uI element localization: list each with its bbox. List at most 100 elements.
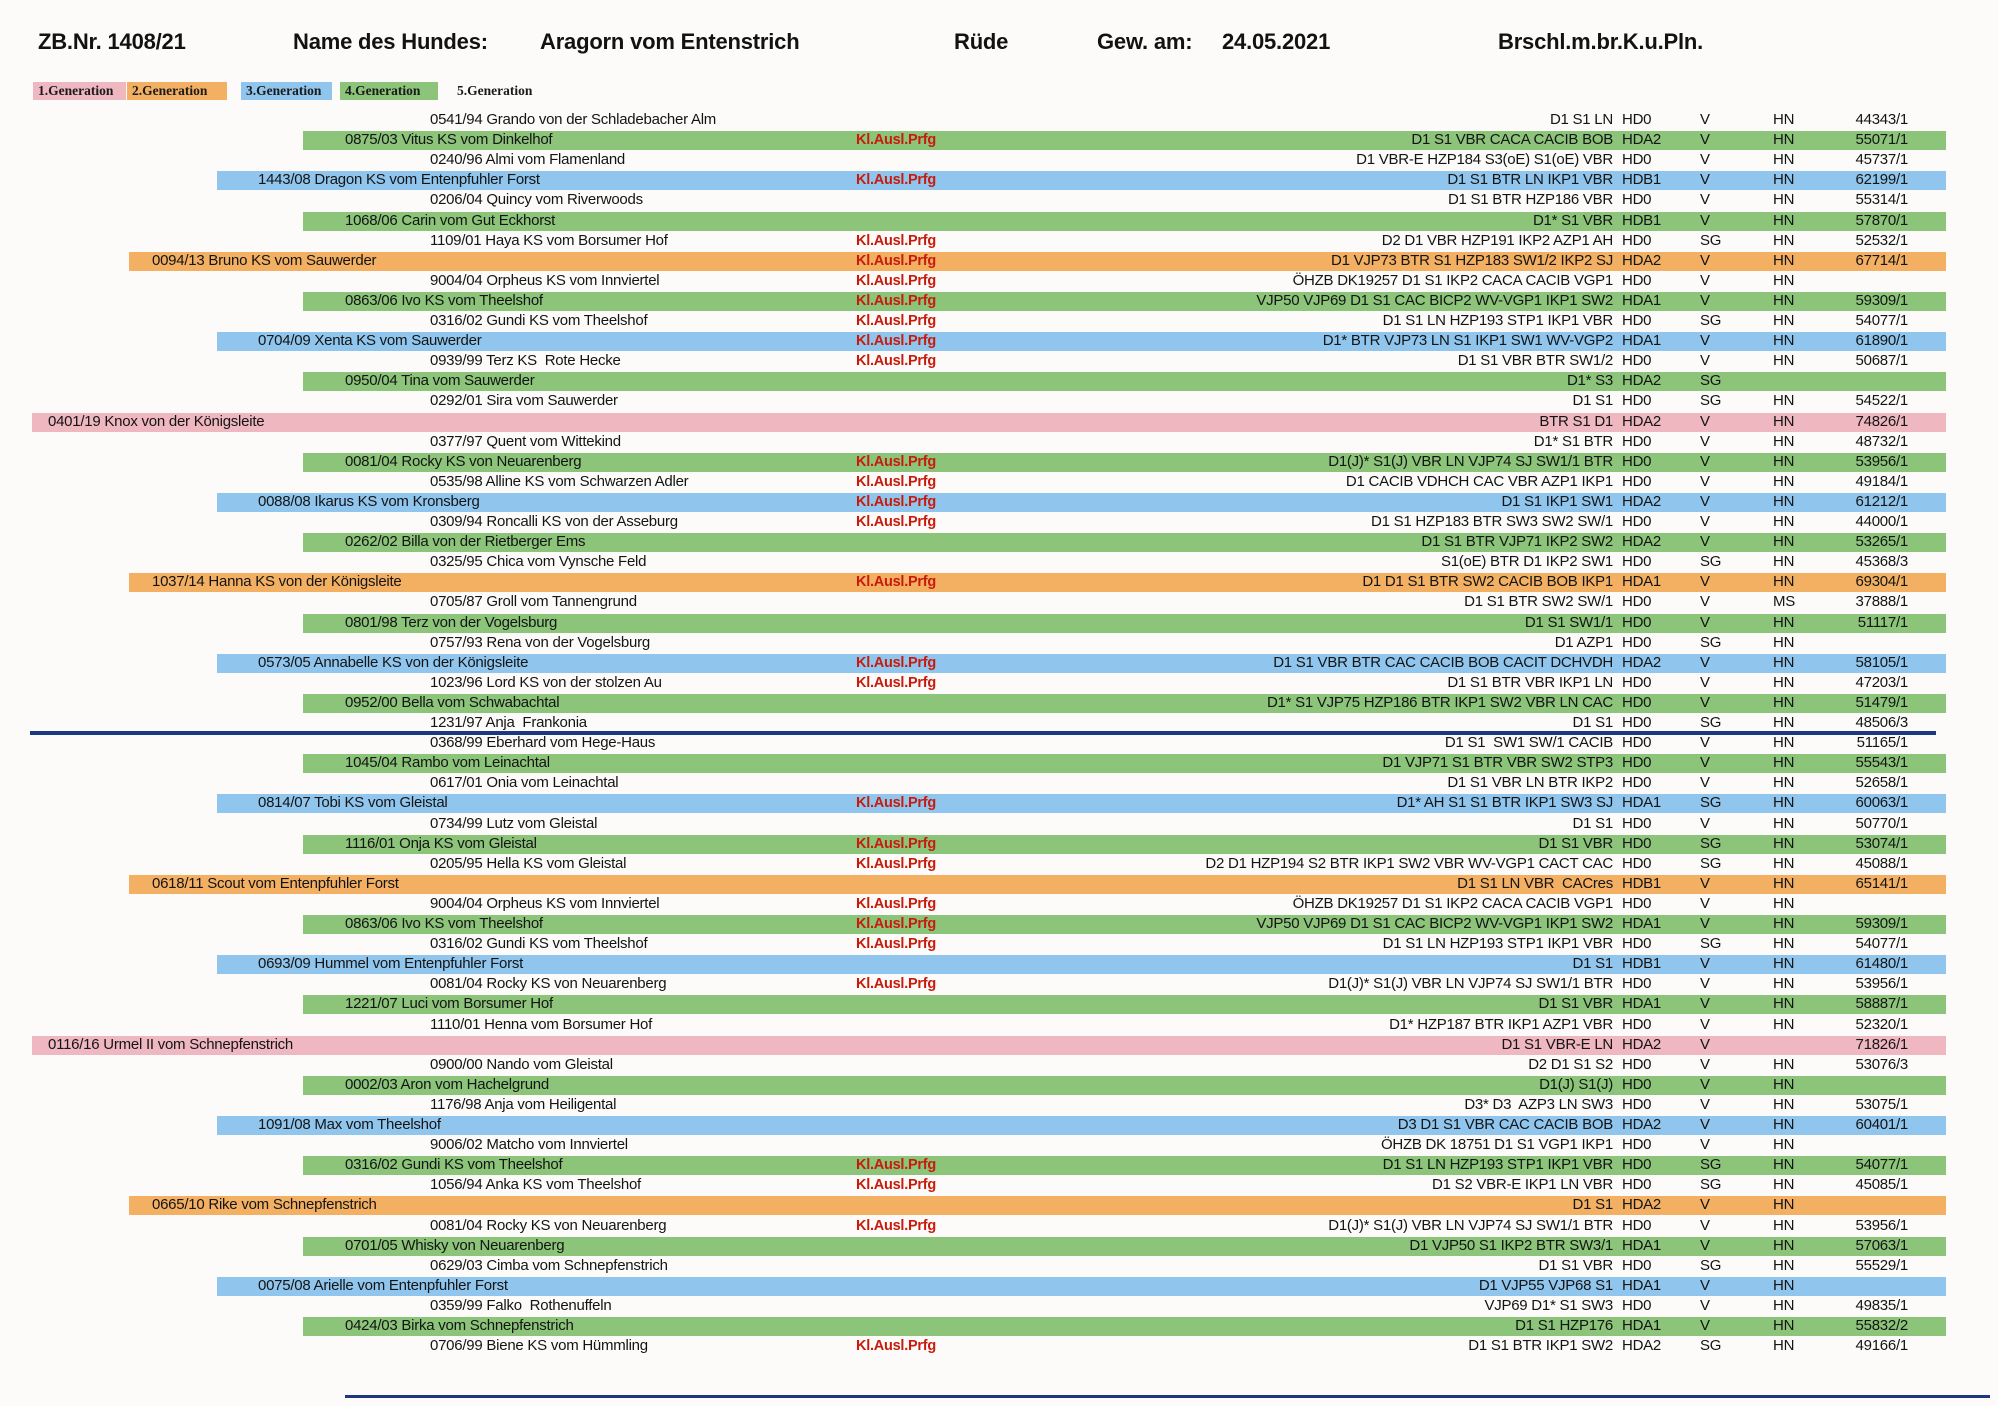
hd-score: HDA2 — [1622, 653, 1662, 671]
performance-scores: D1* HZP187 BTR IKP1 AZP1 VBR — [1389, 1015, 1613, 1033]
ausland-pruefung-label: Kl.Ausl.Prfg — [856, 232, 936, 249]
dog-entry: 0325/95 Chica vom Vynsche Feld — [430, 553, 647, 571]
dog-entry: 0814/07 Tobi KS vom Gleistal — [258, 794, 448, 812]
registry-code: HN — [1773, 131, 1795, 149]
ausland-pruefung-label: Kl.Ausl.Prfg — [856, 313, 936, 329]
hd-score: HDA1 — [1622, 794, 1662, 812]
dog-sex: Rüde — [954, 29, 1009, 54]
pedigree-row: 9004/04 Orpheus KS vom Innviertel Kl.Ausl… — [0, 271, 1998, 291]
registration-number: 59309/1 — [1855, 291, 1909, 309]
registration-number: 52532/1 — [1855, 231, 1909, 249]
performance-scores: D1 S1 — [1572, 1196, 1614, 1214]
hd-score: HD0 — [1622, 593, 1652, 611]
hd-score: HDA2 — [1622, 131, 1662, 149]
dog-entry: 0900/00 Nando vom Gleistal — [430, 1055, 613, 1073]
show-rating: V — [1700, 452, 1710, 470]
generation-1-band — [32, 412, 1946, 432]
pedigree-row: 0541/94 Grando von der Schladebacher Alm… — [0, 110, 1998, 130]
show-rating: SG — [1700, 633, 1722, 651]
registry-code: HN — [1773, 955, 1795, 973]
registry-code: HN — [1773, 533, 1795, 551]
registry-code: HN — [1773, 392, 1795, 410]
hd-score: HD0 — [1622, 1055, 1652, 1073]
registration-number: 37888/1 — [1855, 593, 1909, 611]
show-rating: V — [1700, 915, 1710, 932]
birth-label: Gew. am: — [1097, 29, 1193, 54]
ausland-pruefung-label: Kl.Ausl.Prfg — [856, 473, 936, 490]
dog-entry: 0368/99 Eberhard vom Hege-Haus — [430, 734, 656, 752]
pedigree-row: 0952/00 Bella vom Schwabachtal D1* S1 VJP… — [0, 693, 1998, 713]
performance-scores: D1(J)* S1(J) VBR LN VJP74 SJ SW1/1 BTR — [1328, 452, 1613, 470]
dog-entry: 0617/01 Onia vom Leinachtal — [430, 774, 619, 792]
show-rating: V — [1700, 593, 1710, 611]
hd-score: HD0 — [1622, 231, 1652, 249]
show-rating: V — [1700, 1276, 1710, 1294]
pedigree-row: 0368/99 Eberhard vom Hege-Haus D1 S1 SW1 … — [0, 733, 1998, 753]
performance-scores: D1 VJP71 S1 BTR VBR SW2 STP3 — [1382, 754, 1613, 772]
pedigree-row: 0617/01 Onia vom Leinachtal D1 S1 VBR LN … — [0, 773, 1998, 793]
hd-score: HDA2 — [1622, 412, 1662, 430]
registration-number: 55832/2 — [1855, 1317, 1909, 1334]
show-rating: SG — [1700, 1176, 1722, 1194]
show-rating: V — [1700, 111, 1710, 128]
performance-scores: S1(oE) BTR D1 IKP2 SW1 — [1440, 553, 1613, 571]
dog-entry: 0377/97 Quent vom Wittekind — [430, 432, 621, 450]
registration-number: 53956/1 — [1855, 975, 1909, 993]
pedigree-row: 0316/02 Gundi KS vom Theelshof Kl.Ausl.Pr… — [0, 1155, 1998, 1176]
generation-4-band — [303, 533, 1946, 553]
ausland-pruefung-label: Kl.Ausl.Prfg — [856, 172, 936, 189]
registry-code: HN — [1773, 191, 1795, 209]
performance-scores: D1 VJP50 S1 IKP2 BTR SW3/1 — [1409, 1236, 1613, 1254]
registration-number: 55543/1 — [1855, 754, 1909, 772]
registration-number: 53074/1 — [1855, 834, 1909, 852]
performance-scores: D1 S1 VBR BTR CAC CACIB BOB CACIT DCHVDH — [1273, 653, 1613, 671]
show-rating: V — [1700, 191, 1710, 209]
registration-number: 61212/1 — [1855, 492, 1909, 510]
hd-score: HD0 — [1622, 613, 1652, 631]
show-rating: V — [1700, 1055, 1710, 1073]
ausland-pruefung-label: Kl.Ausl.Prfg — [856, 353, 936, 370]
dog-entry: 0292/01 Sira vom Sauwerder — [430, 392, 618, 410]
registration-number: 48732/1 — [1855, 432, 1909, 450]
dog-name: Aragorn vom Entenstrich — [540, 29, 800, 54]
generation-4-band — [303, 372, 1946, 392]
dog-entry: 0309/94 Roncalli KS von der Asseburg — [430, 513, 678, 530]
dog-entry: 0618/11 Scout vom Entenpfuhler Forst — [152, 874, 399, 892]
ausland-pruefung-label: Kl.Ausl.Prfg — [856, 574, 936, 591]
legend-item-generation-4: 4.Generation — [340, 82, 438, 100]
registration-number: 54077/1 — [1855, 312, 1909, 329]
registry-code: HN — [1773, 412, 1795, 430]
performance-scores: D1 S1 LN HZP193 STP1 IKP1 VBR — [1382, 1156, 1614, 1174]
hd-score: HD0 — [1622, 693, 1652, 711]
ausland-pruefung-label: Kl.Ausl.Prfg — [856, 895, 936, 912]
performance-scores: D1 S1 BTR HZP186 VBR — [1447, 191, 1613, 209]
hd-score: HD0 — [1622, 472, 1652, 490]
performance-scores: D1* S1 BTR — [1533, 432, 1613, 450]
hd-score: HD0 — [1622, 392, 1652, 410]
dog-entry: 1045/04 Rambo vom Leinachtal — [345, 754, 550, 772]
registration-number: 60063/1 — [1855, 794, 1909, 812]
dog-entry: 0734/99 Lutz vom Gleistal — [430, 814, 598, 832]
dog-entry: 0081/04 Rocky KS von Neuarenberg — [345, 452, 582, 470]
show-rating: SG — [1700, 1256, 1722, 1274]
registration-number: 69304/1 — [1855, 573, 1909, 591]
registry-code: HN — [1773, 271, 1795, 289]
show-rating: SG — [1700, 714, 1722, 731]
pedigree-row: 0875/03 Vitus KS vom Dinkelhof Kl.Ausl.Pr… — [0, 130, 1998, 151]
dog-entry: 0863/06 Ivo KS vom Theelshof — [345, 291, 543, 309]
pedigree-row: 0950/04 Tina vom Sauwerder D1* S3 HDA2 SG — [0, 371, 1998, 392]
show-rating: V — [1700, 1196, 1710, 1214]
performance-scores: D1 VJP55 VJP68 S1 — [1478, 1276, 1613, 1294]
hd-score: HDA2 — [1622, 492, 1662, 510]
registration-number: 62199/1 — [1855, 171, 1909, 189]
pedigree-row: 0701/05 Whisky von Neuarenberg D1 VJP50 S… — [0, 1236, 1998, 1256]
registration-number: 47203/1 — [1855, 673, 1909, 691]
legend-item-generation-1: 1.Generation — [33, 82, 126, 100]
registry-code: HN — [1773, 1015, 1795, 1033]
registry-code: HN — [1773, 492, 1795, 510]
dog-entry: 1221/07 Luci vom Borsumer Hof — [345, 995, 553, 1013]
performance-scores: D1 S1 SW1 SW/1 CACIB — [1444, 734, 1613, 752]
generation-4-band — [303, 291, 1946, 311]
ausland-pruefung-label: Kl.Ausl.Prfg — [856, 272, 936, 289]
registry-code: HN — [1773, 673, 1795, 691]
